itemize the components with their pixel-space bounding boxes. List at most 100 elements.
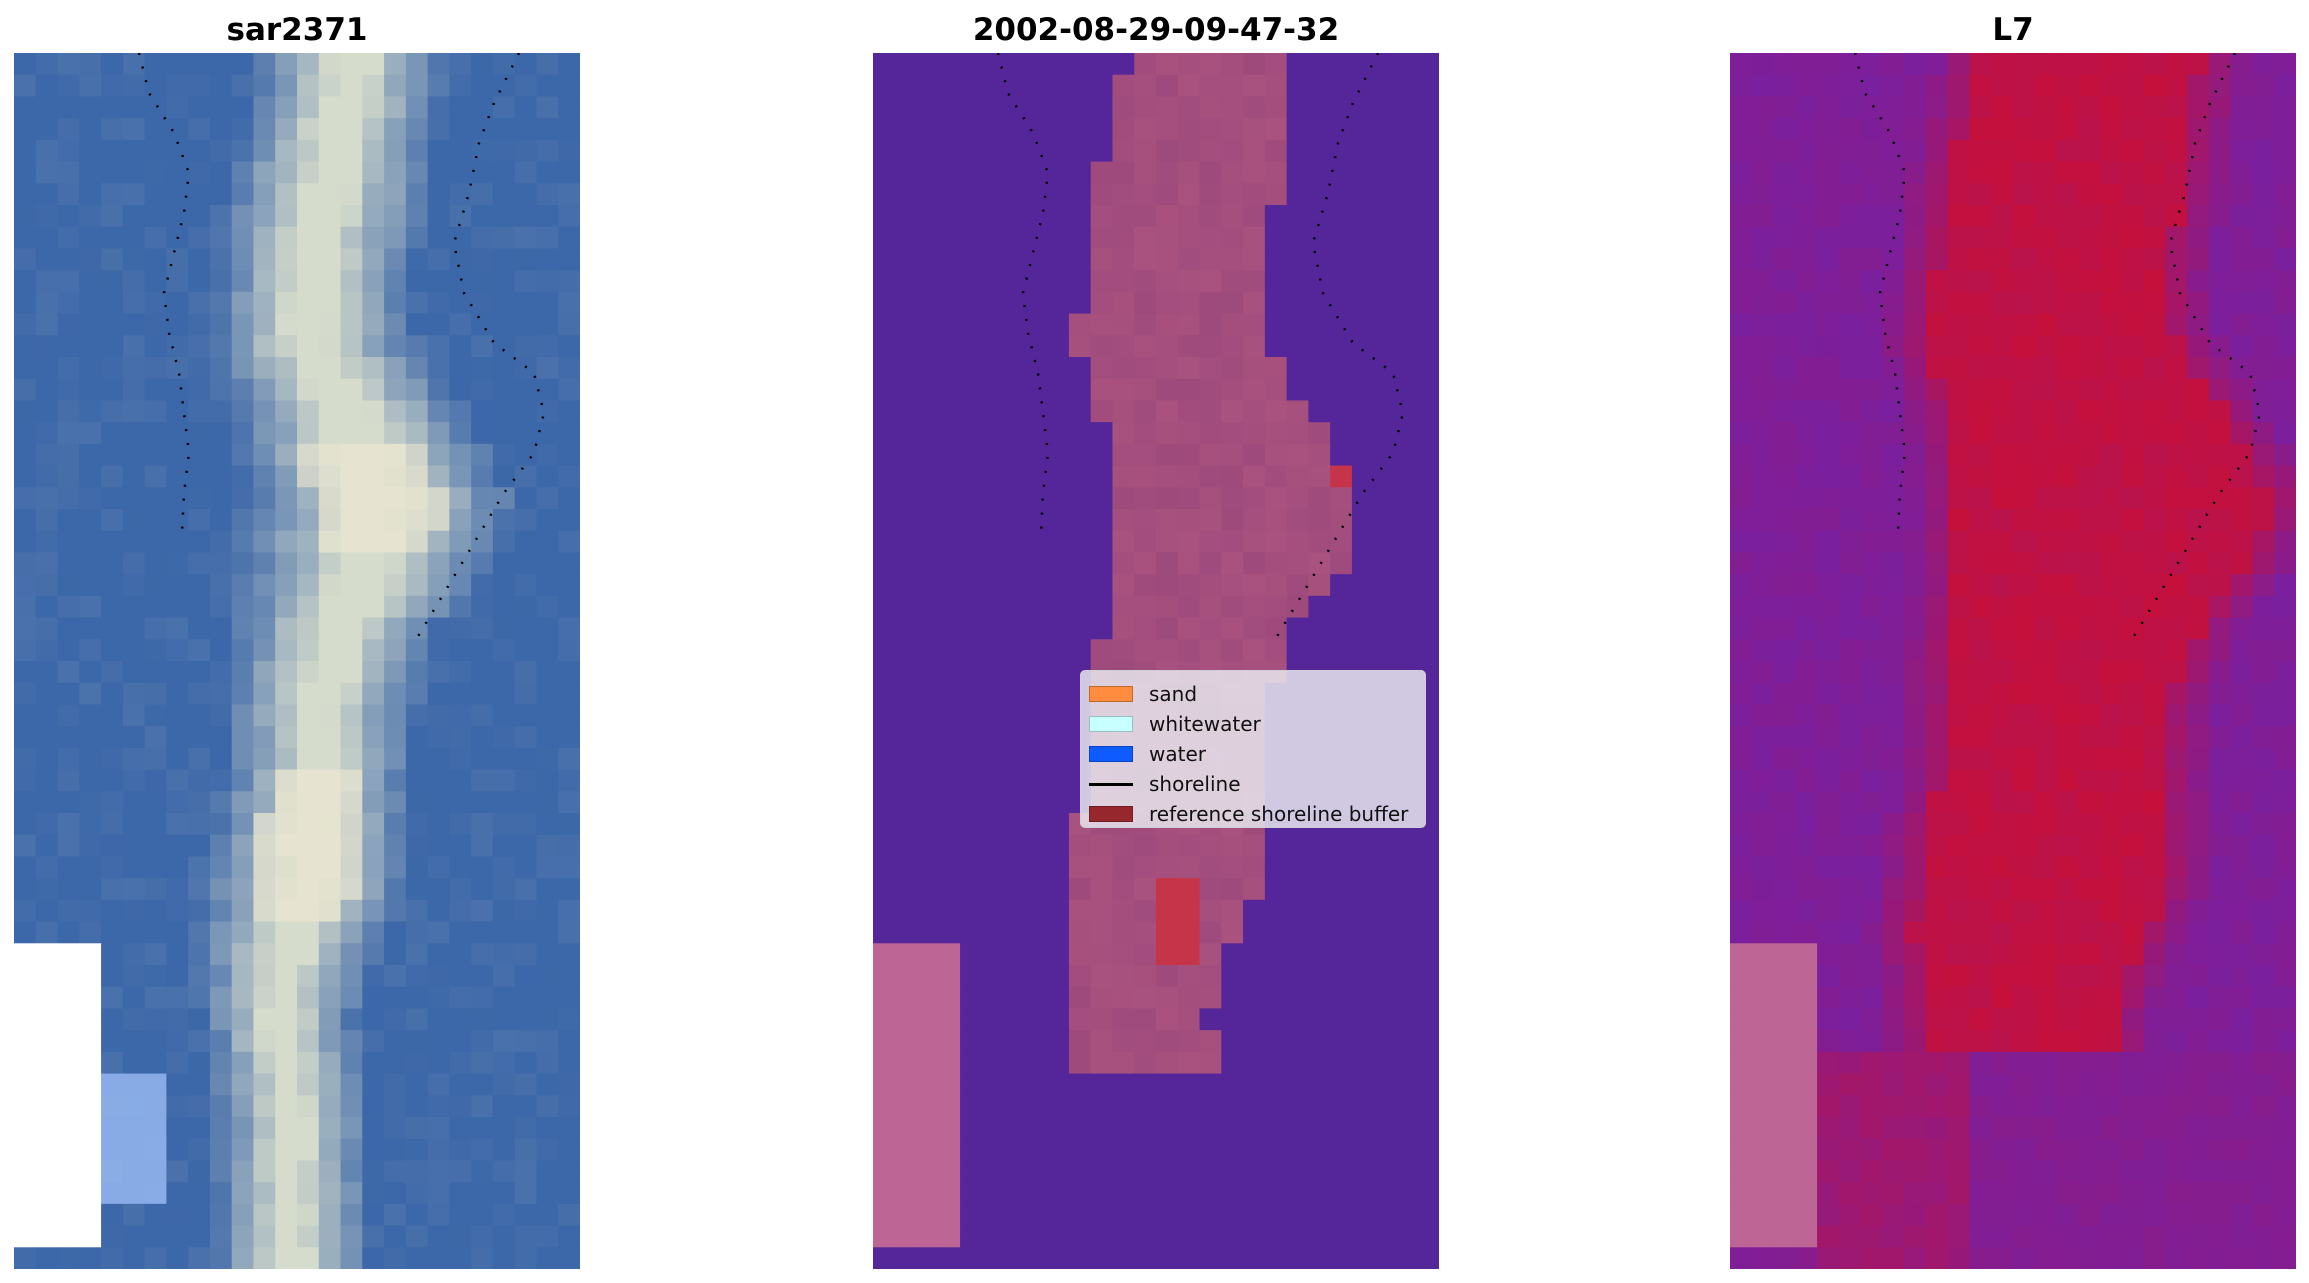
image-pixel [14,726,37,749]
index-pixel [2056,1095,2079,1118]
class-pixel [938,639,961,662]
class-pixel [1025,747,1048,771]
image-pixel [57,639,80,662]
class-pixel [960,921,983,944]
image-pixel [253,400,276,423]
image-pixel [101,878,124,901]
image-pixel [340,617,363,640]
class-pixel [1330,878,1353,901]
image-pixel [35,378,59,402]
index-pixel [1751,118,1775,141]
image-pixel [275,661,298,684]
class-pixel [1025,682,1048,706]
class-pixel [1090,1182,1114,1205]
image-pixel [405,986,429,1010]
class-pixel [1112,96,1135,119]
index-pixel [1991,899,2014,923]
image-pixel [144,878,167,901]
index-pixel [2274,1030,2296,1053]
class-pixel [873,813,896,836]
class-pixel [1112,530,1135,554]
image-pixel [384,682,407,706]
class-pixel [1177,856,1201,879]
index-pixel [2165,965,2188,988]
index-pixel [1730,747,1753,771]
class-pixel [1090,161,1114,184]
class-pixel [960,769,983,792]
class-pixel [1351,96,1375,119]
image-pixel [14,813,37,836]
index-pixel [1969,205,1992,228]
index-pixel [2165,682,2188,706]
image-pixel [297,118,320,141]
index-pixel [2034,118,2058,141]
image-pixel [471,335,494,358]
index-pixel [2121,1182,2145,1205]
class-pixel [1395,856,1418,879]
class-pixel [1351,205,1375,228]
class-pixel [894,248,918,271]
index-pixel [2208,1095,2232,1118]
image-pixel [253,118,276,141]
image-pixel [362,1225,385,1248]
image-pixel [297,313,320,336]
class-pixel [873,769,896,792]
image-pixel [362,1095,385,1118]
image-pixel [427,1008,450,1031]
index-pixel [2208,747,2232,771]
index-pixel [2100,205,2123,228]
class-pixel [1395,574,1418,597]
index-pixel [1925,205,1949,228]
image-pixel [449,183,472,206]
nodata-pixel [1773,1073,1796,1096]
class-pixel [1308,1225,1331,1248]
index-pixel [2121,878,2145,901]
nodata-pixel [1751,1225,1775,1248]
image-pixel [405,769,429,792]
index-pixel [1751,357,1775,380]
nodata-pixel [873,1073,896,1096]
image-pixel [57,270,80,293]
index-pixel [1882,465,1905,488]
image-pixel [449,943,472,966]
class-pixel [1264,205,1288,228]
index-pixel [2187,769,2210,792]
class-pixel [1112,183,1135,206]
image-pixel [362,205,385,228]
class-pixel [1134,921,1157,944]
image-pixel [166,1051,189,1075]
image-pixel [122,530,146,554]
index-pixel [1838,791,1862,814]
class-pixel [1330,161,1353,184]
index-pixel [2230,639,2254,662]
image-pixel [253,270,276,293]
image-pixel [253,226,276,250]
image-pixel [405,118,429,141]
index-pixel [1969,899,1992,923]
nodata-pixel [938,1008,961,1031]
image-pixel [144,617,167,640]
index-pixel [1904,595,1927,619]
index-pixel [1991,682,2014,706]
image-pixel [427,1095,450,1118]
class-pixel [1112,965,1135,988]
image-pixel [492,986,516,1010]
class-pixel [1395,400,1418,423]
index-pixel [2056,986,2079,1010]
class-pixel [1047,487,1070,510]
index-pixel [1969,1073,1992,1096]
index-pixel [1947,291,1971,315]
image-pixel [166,574,189,597]
class-pixel [1068,834,1092,858]
class-pixel [1221,1073,1244,1096]
class-pixel [1025,1225,1048,1248]
index-pixel [2100,921,2123,944]
index-pixel [1860,248,1883,271]
image-pixel [318,899,342,923]
index-pixel [1925,1030,1949,1053]
image-pixel [427,639,450,662]
index-pixel [2100,747,2123,771]
index-pixel [2100,74,2123,98]
image-pixel [362,1203,385,1227]
image-pixel [536,574,559,597]
